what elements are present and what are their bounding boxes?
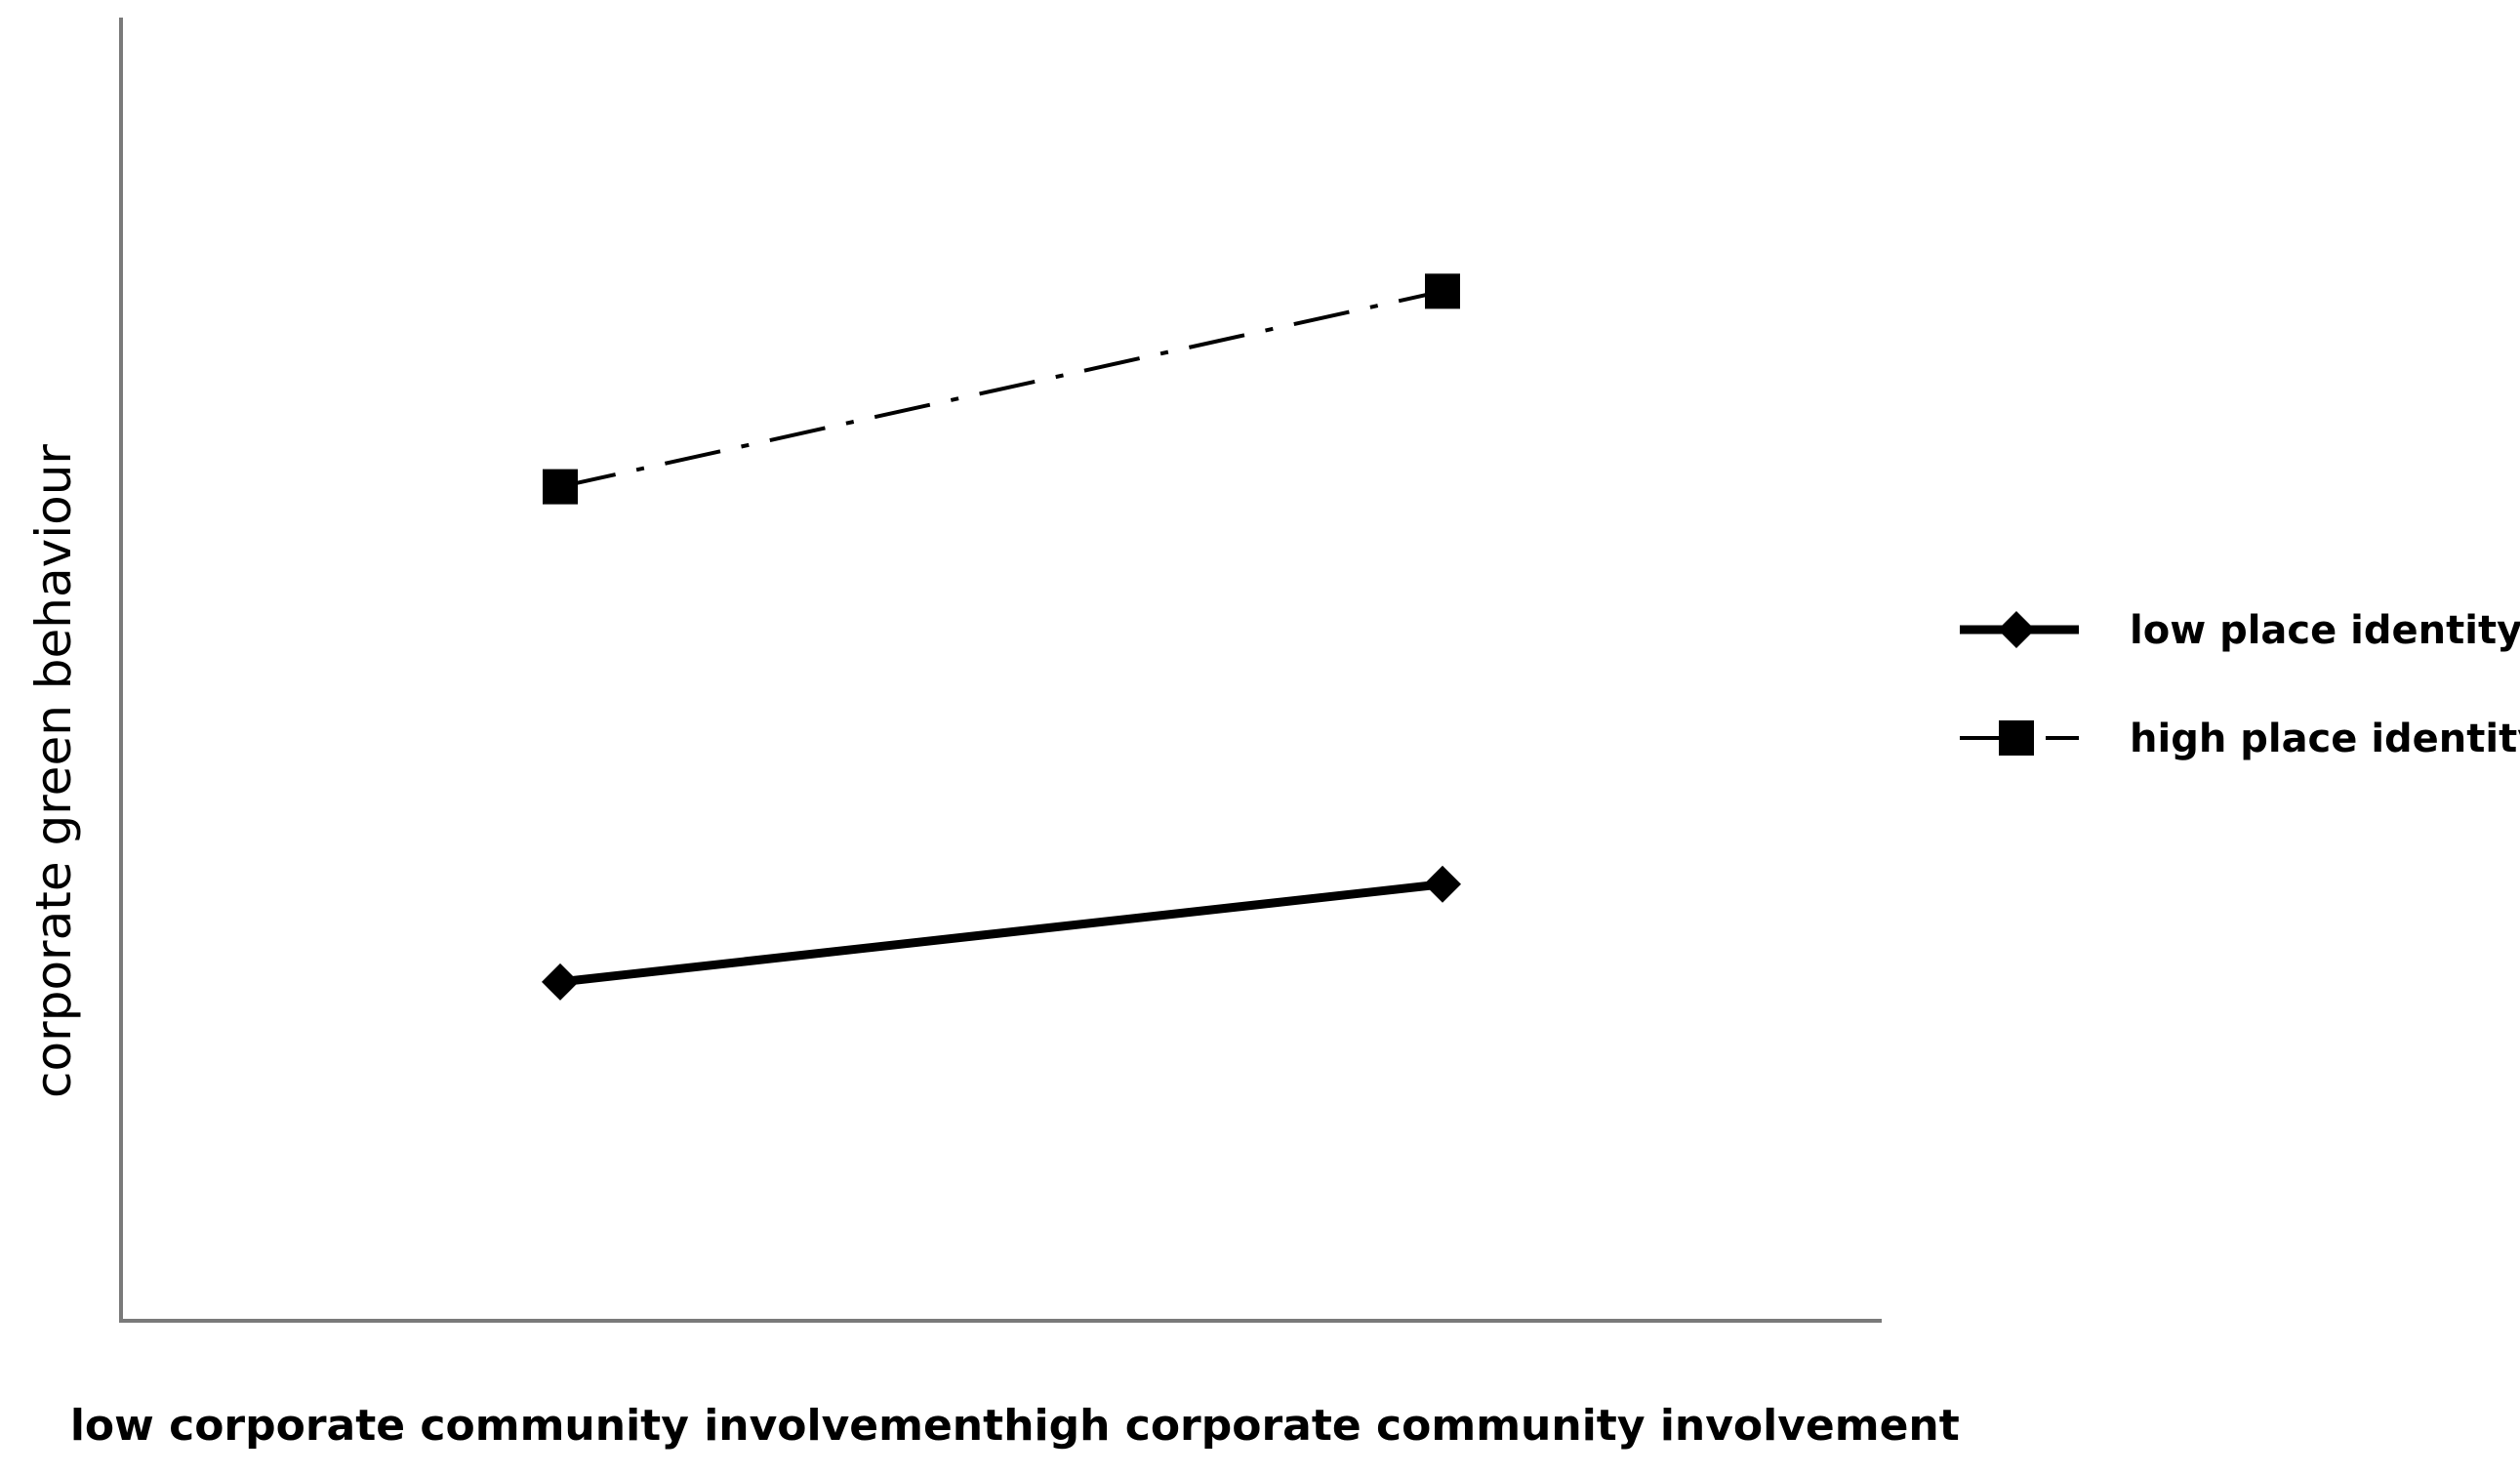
legend-label-1: high place identity bbox=[2130, 717, 2520, 761]
data-point-0-0 bbox=[542, 963, 579, 1001]
x-tick-label-0: low corporate community involvement bbox=[70, 1401, 1003, 1451]
data-point-1-1 bbox=[1425, 273, 1460, 309]
legend-entry-0: low place identity bbox=[1960, 608, 2520, 653]
data-point-1-0 bbox=[543, 469, 578, 505]
legend-entry-1: high place identity bbox=[1960, 717, 2520, 761]
legend-marker-0 bbox=[1998, 611, 2035, 648]
series-line-0 bbox=[559, 880, 1443, 987]
y-axis-label: corporate green behaviour bbox=[25, 444, 82, 1098]
series-layer bbox=[542, 273, 1461, 1001]
legend: low place identity high place identity bbox=[1960, 608, 2520, 761]
legend-marker-1 bbox=[1999, 720, 2034, 756]
series-1 bbox=[543, 273, 1460, 505]
data-point-0-1 bbox=[1424, 865, 1461, 903]
x-tick-labels: low corporate community involvement high … bbox=[70, 1401, 1960, 1451]
series-0 bbox=[542, 865, 1461, 1001]
x-tick-label-1: high corporate community involvement bbox=[1003, 1401, 1960, 1451]
series-line-1 bbox=[559, 289, 1443, 489]
legend-label-0: low place identity bbox=[2130, 608, 2520, 653]
axes bbox=[119, 18, 1882, 1323]
